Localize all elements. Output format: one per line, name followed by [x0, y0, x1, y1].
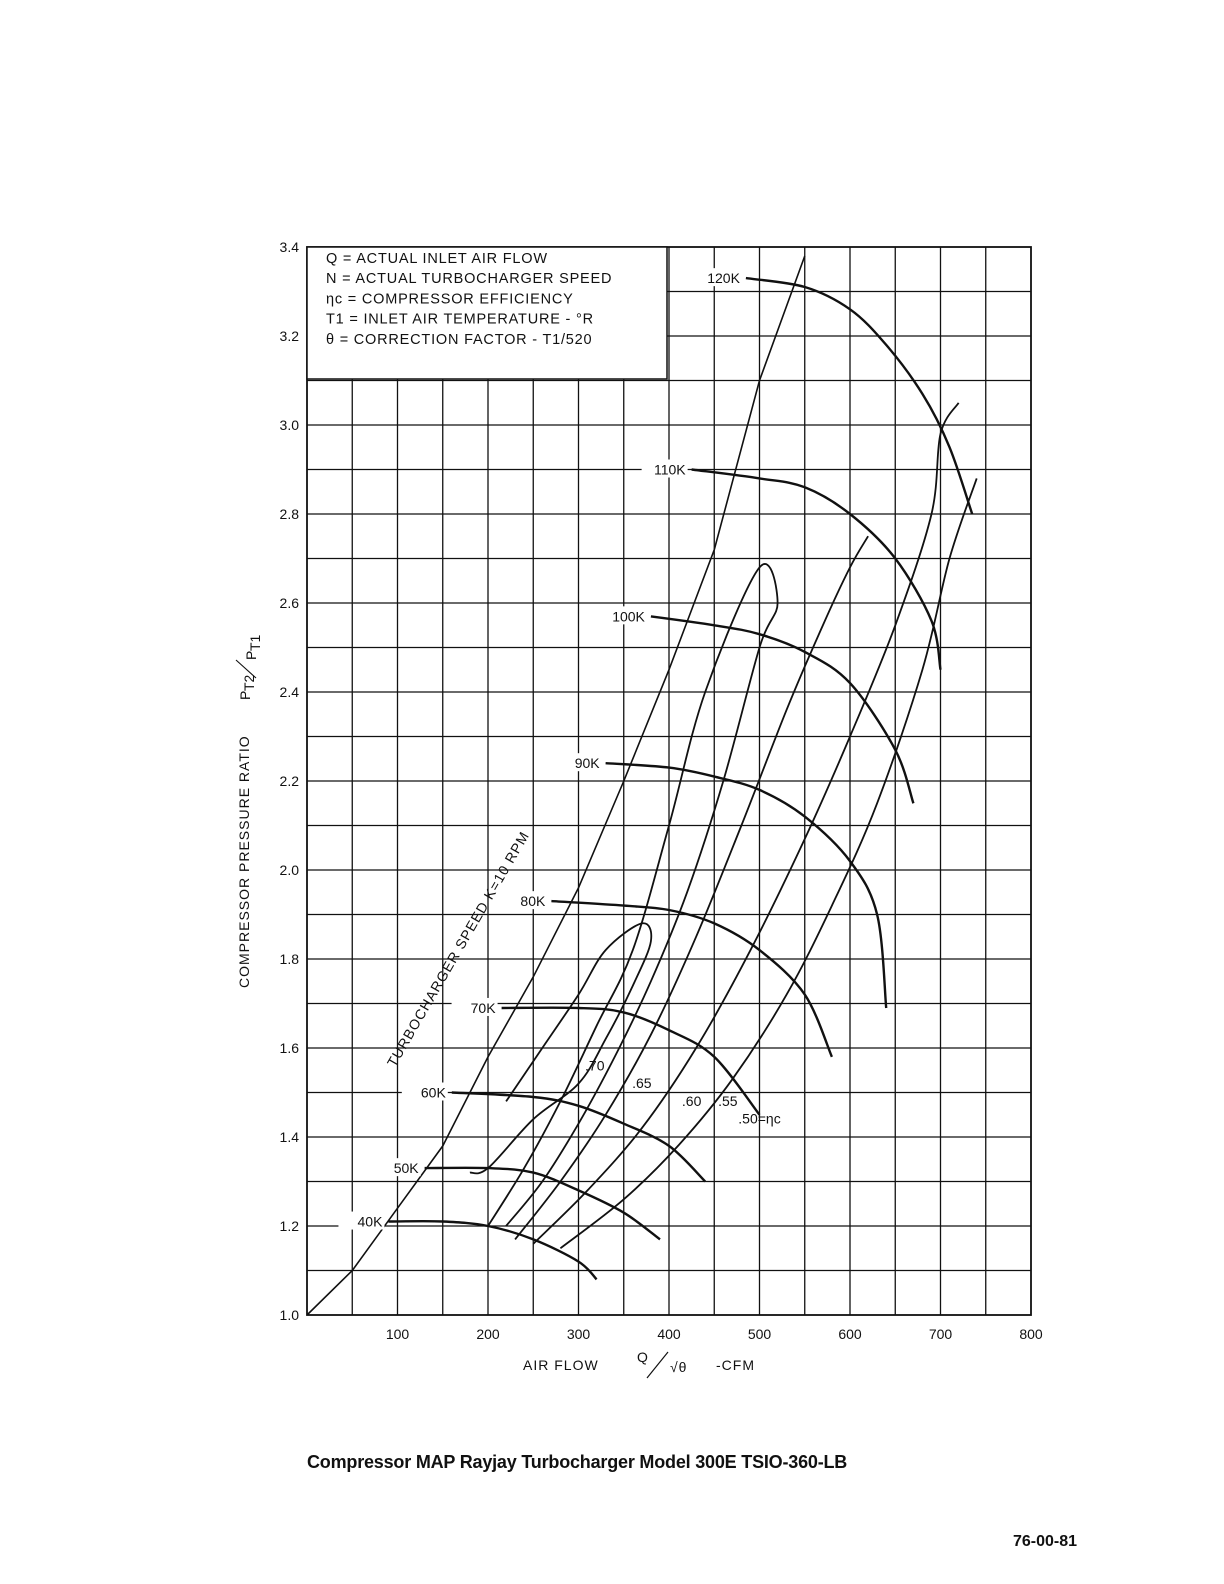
y-axis-ratio-den-sub: T1 [247, 634, 263, 651]
speed-label: 40K [358, 1214, 384, 1230]
y-tick-label: 1.0 [280, 1307, 300, 1323]
speed-label: 50K [394, 1160, 420, 1176]
speed-label-bg [695, 268, 742, 287]
efficiency-label: .70 [585, 1057, 605, 1073]
speed-line-60k [451, 1091, 707, 1183]
page-number: 76-00-81 [1013, 1533, 1078, 1550]
curves [306, 255, 978, 1316]
x-tick-label: 100 [386, 1326, 410, 1342]
speed-line-70k [501, 1006, 761, 1116]
y-tick-label: 1.4 [280, 1129, 300, 1145]
y-tick-label: 3.0 [280, 417, 300, 433]
legend-box: Q = ACTUAL INLET AIR FLOW N = ACTUAL TURB… [306, 246, 668, 380]
speed-label-bg [401, 1082, 448, 1101]
x-axis-fraction-den: √θ [670, 1359, 687, 1375]
speed-label-bg [501, 891, 548, 910]
efficiency-label: .50=ηc [738, 1111, 780, 1127]
y-tick-label: 2.8 [280, 506, 300, 522]
x-axis-title: AIR FLOW Q √θ -CFM [523, 1349, 755, 1379]
y-tick-label: 1.6 [280, 1040, 300, 1056]
legend-entry: θ = CORRECTION FACTOR - T1/520 [326, 332, 592, 348]
speed-label: 80K [520, 893, 546, 909]
tick-labels: 100 200 300 400 500 600 700 800 1.0 1.2 1.4 1.6 1.8 2… [280, 239, 1043, 1342]
y-axis-label: COMPRESSOR PRESSURE RATIO [236, 735, 252, 988]
compressor-map-chart: 100 200 300 400 500 600 700 800 1.0 1.2 1.4 1.6 1.8 2… [235, 239, 1043, 1379]
speed-line-90k [605, 762, 888, 1009]
legend-entry: Q = ACTUAL INLET AIR FLOW [326, 251, 548, 267]
legend-entry: ηc = COMPRESSOR EFFICIENCY [326, 291, 574, 307]
efficiency-label: .55 [718, 1093, 738, 1109]
speed-line-100k [650, 615, 915, 804]
surge-line-label: TURBOCHARGER SPEED K=10 RPM [384, 828, 533, 1069]
x-tick-label: 700 [929, 1326, 953, 1342]
y-tick-label: 2.4 [280, 684, 300, 700]
y-tick-label: 2.6 [280, 595, 300, 611]
efficiency-line [514, 535, 869, 1240]
efficiency-line [532, 402, 960, 1245]
speed-label: 60K [421, 1085, 447, 1101]
speed-label-bg [641, 459, 688, 478]
x-tick-label: 600 [838, 1326, 862, 1342]
efficiency-line [487, 563, 779, 1227]
y-axis-ratio-num: P [237, 691, 253, 700]
speed-line-50k [424, 1166, 661, 1241]
x-axis-label: AIR FLOW [523, 1357, 599, 1373]
x-tick-label: 500 [748, 1326, 772, 1342]
x-tick-label: 400 [657, 1326, 681, 1342]
y-axis-title: COMPRESSOR PRESSURE RATIO P T2 P T1 [235, 634, 263, 988]
speed-line-80k [551, 899, 834, 1058]
legend-entry: N = ACTUAL TURBOCHARGER SPEED [326, 271, 612, 287]
y-tick-label: 2.2 [280, 773, 300, 789]
speed-label-bg [555, 753, 602, 772]
speed-label: 100K [612, 608, 645, 624]
speed-label-bg [374, 1158, 421, 1177]
efficiency-label: .65 [632, 1075, 652, 1091]
speed-label-bg [338, 1211, 385, 1230]
y-axis-ratio-den: P [243, 651, 259, 660]
speed-line-120k [745, 276, 974, 515]
surge-line [306, 255, 806, 1316]
efficiency-label: .60 [682, 1093, 702, 1109]
y-tick-label: 1.2 [280, 1218, 300, 1234]
y-tick-label: 2.0 [280, 862, 300, 878]
speed-line-110k [691, 468, 942, 670]
x-axis-unit: -CFM [716, 1357, 755, 1373]
y-axis-ratio-num-sub: T2 [241, 674, 257, 691]
x-tick-label: 800 [1019, 1326, 1043, 1342]
speed-label-bg [451, 997, 498, 1016]
speed-label: 120K [707, 270, 740, 286]
efficiency-line [469, 922, 653, 1175]
y-tick-label: 3.4 [280, 239, 300, 255]
speed-label: 110K [654, 462, 686, 478]
speed-line-40k [388, 1219, 598, 1281]
x-axis-fraction-num: Q [637, 1349, 649, 1365]
speed-label: 90K [575, 755, 601, 771]
legend-entry: T1 = INLET AIR TEMPERATURE - °R [326, 312, 594, 328]
y-tick-label: 1.8 [280, 951, 300, 967]
efficiency-line [559, 478, 978, 1250]
figure-caption: Compressor MAP Rayjay Turbocharger Model… [307, 1452, 848, 1472]
y-tick-label: 3.2 [280, 328, 300, 344]
grid [306, 246, 1032, 1316]
speed-label-bg [600, 606, 647, 625]
x-tick-label: 300 [567, 1326, 591, 1342]
x-tick-label: 200 [476, 1326, 500, 1342]
speed-label: 70K [471, 1000, 497, 1016]
